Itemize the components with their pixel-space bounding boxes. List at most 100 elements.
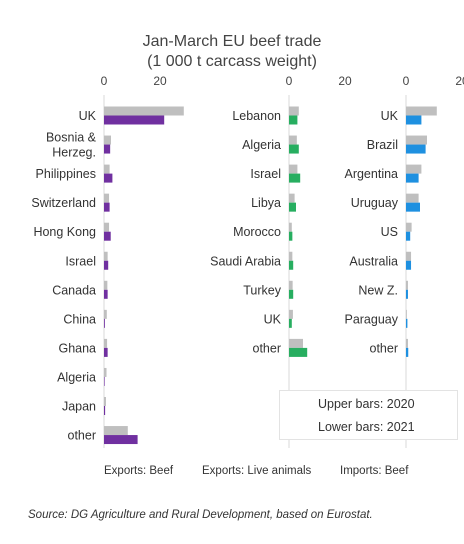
legend-lower-bars: Lower bars: 2021: [318, 420, 415, 434]
chart-title-line-2: (1 000 t carcass weight): [147, 53, 317, 70]
bar-2020-exports-beef-canada: [104, 280, 108, 290]
bar-2021-imports-beef-us: [406, 231, 411, 241]
bar-2021-imports-beef-uruguay: [406, 202, 420, 212]
bar-2020-exports-live-animals-israel: [289, 164, 298, 174]
bar-2020-exports-live-animals-morocco: [289, 222, 292, 232]
bar-2021-exports-live-animals-morocco: [289, 231, 293, 241]
panel-title-imports-beef: Imports: Beef: [340, 465, 409, 477]
bar-2020-exports-live-animals-algeria: [289, 135, 297, 145]
category-label-exports-beef-bosnia-herzeg: Bosnia & Herzeg.: [46, 131, 97, 160]
bar-2020-exports-live-animals-turkey: [289, 280, 293, 290]
category-label-exports-live-animals-libya: Libya: [251, 196, 281, 210]
category-label-exports-beef-uk: UK: [79, 109, 97, 123]
category-label-exports-live-animals-morocco: Morocco: [233, 225, 281, 239]
category-label-imports-beef-australia: Australia: [349, 254, 398, 268]
bar-2021-exports-beef-hong-kong: [104, 231, 111, 241]
category-label-exports-beef-other: other: [68, 429, 97, 443]
bar-2020-imports-beef-brazil: [406, 135, 427, 145]
category-label-exports-beef-japan: Japan: [62, 400, 96, 414]
bar-2021-exports-live-animals-saudi-arabia: [289, 260, 294, 270]
bar-2021-exports-beef-canada: [104, 289, 108, 299]
legend-upper-bars: Upper bars: 2020: [318, 397, 415, 411]
bar-2021-imports-beef-brazil: [406, 144, 426, 154]
panel-exports-beef: 0 20 UK Bosnia & Herzeg. Philippines Switzerla…: [31, 74, 184, 477]
bar-2021-imports-beef-uk: [406, 115, 422, 125]
category-label-exports-beef-algeria: Algeria: [57, 370, 96, 384]
bar-2020-imports-beef-paraguay: [406, 309, 407, 319]
category-label-exports-beef-hong-kong: Hong Kong: [33, 225, 96, 239]
bar-2020-imports-beef-new-z: [406, 280, 408, 290]
bar-2021-exports-live-animals-turkey: [289, 289, 294, 299]
category-label-exports-beef-israel: Israel: [65, 254, 96, 268]
chart-title: Jan-March EU beef trade (1 000 t carcass…: [0, 32, 464, 72]
bar-2021-exports-live-animals-algeria: [289, 144, 299, 154]
tick-label-exports-live-animals-0: 0: [286, 74, 293, 88]
category-label-exports-live-animals-saudi-arabia: Saudi Arabia: [210, 254, 281, 268]
bar-2020-imports-beef-uk: [406, 106, 437, 116]
bar-2020-exports-beef-ghana: [104, 338, 108, 348]
category-label-imports-beef-paraguay: Paraguay: [344, 312, 398, 326]
category-label-imports-beef-uruguay: Uruguay: [351, 196, 399, 210]
panel-title-exports-beef: Exports: Beef: [104, 465, 174, 477]
category-label-exports-live-animals-algeria: Algeria: [242, 138, 281, 152]
category-label-exports-live-animals-lebanon: Lebanon: [232, 109, 281, 123]
panel-title-exports-live-animals: Exports: Live animals: [202, 465, 312, 477]
bar-2020-exports-live-animals-libya: [289, 193, 295, 203]
bar-2021-exports-live-animals-lebanon: [289, 115, 298, 125]
bar-2020-imports-beef-uruguay: [406, 193, 419, 203]
bar-2021-exports-live-animals-libya: [289, 202, 296, 212]
bar-2021-exports-beef-other: [104, 435, 138, 445]
bar-2021-exports-beef-switzerland: [104, 202, 110, 212]
bar-2021-exports-beef-philippines: [104, 173, 113, 183]
bar-2020-exports-beef-switzerland: [104, 193, 110, 203]
category-label-imports-beef-new-z: New Z.: [358, 283, 398, 297]
category-label-exports-live-animals-turkey: Turkey: [243, 283, 281, 297]
category-label-imports-beef-us: US: [381, 225, 398, 239]
bar-2021-imports-beef-paraguay: [406, 318, 408, 328]
category-label-exports-live-animals-uk: UK: [264, 312, 282, 326]
category-label-exports-live-animals-israel: Israel: [250, 167, 281, 181]
bar-2021-exports-live-animals-israel: [289, 173, 301, 183]
category-label-exports-live-animals-other: other: [253, 341, 282, 355]
category-label-exports-beef-canada: Canada: [52, 283, 96, 297]
bar-2020-imports-beef-argentina: [406, 164, 422, 174]
category-label-exports-beef-ghana: Ghana: [58, 341, 96, 355]
bar-2020-exports-beef-japan: [104, 397, 106, 406]
bar-2020-exports-beef-other: [104, 426, 128, 436]
bar-2020-imports-beef-australia: [406, 251, 412, 261]
bar-2021-exports-beef-uk: [104, 115, 165, 125]
tick-label-exports-beef-0: 0: [101, 74, 108, 88]
category-label-imports-beef-other: other: [370, 341, 399, 355]
bar-2020-exports-live-animals-uk: [289, 309, 293, 319]
tick-label-exports-beef-20: 20: [153, 74, 167, 88]
chart-title-line-1: Jan-March EU beef trade: [142, 33, 322, 50]
bar-2020-imports-beef-us: [406, 222, 412, 232]
bar-2021-exports-beef-algeria: [104, 376, 105, 386]
category-label-imports-beef-uk: UK: [381, 109, 399, 123]
bar-2020-exports-beef-algeria: [104, 367, 107, 377]
category-label-exports-beef-switzerland: Switzerland: [31, 196, 96, 210]
bar-2021-exports-live-animals-other: [289, 347, 308, 357]
bar-2020-imports-beef-other: [406, 338, 408, 348]
bar-2020-exports-live-animals-lebanon: [289, 106, 299, 116]
source-note: Source: DG Agriculture and Rural Develop…: [28, 509, 373, 521]
legend-box: Upper bars: 2020 Lower bars: 2021: [279, 390, 458, 440]
category-label-imports-beef-brazil: Brazil: [367, 138, 398, 152]
bar-2021-exports-beef-israel: [104, 260, 109, 270]
category-label-imports-beef-argentina: Argentina: [344, 167, 398, 181]
panel-imports-beef: 0 20 UK Brazil Argentina Uruguay US Australia Ne…: [340, 74, 464, 477]
category-label-exports-beef-philippines: Philippines: [36, 167, 96, 181]
bar-2020-exports-beef-bosnia-herzeg: [104, 135, 111, 145]
bar-2021-exports-beef-china: [104, 318, 105, 328]
bar-2020-exports-beef-china: [104, 309, 107, 319]
bar-2020-exports-beef-israel: [104, 251, 108, 261]
bar-2021-exports-beef-ghana: [104, 347, 108, 357]
bar-2021-imports-beef-new-z: [406, 289, 408, 299]
bar-2020-exports-beef-uk: [104, 106, 184, 116]
bar-2020-exports-beef-philippines: [104, 164, 110, 174]
bar-2021-exports-beef-bosnia-herzeg: [104, 144, 111, 154]
tick-label-imports-beef-20: 20: [455, 74, 464, 88]
panel-exports-live-animals: 0 20 Lebanon Algeria Israel Libya Morocco Saudi…: [202, 74, 352, 477]
bar-2021-imports-beef-other: [406, 347, 409, 357]
